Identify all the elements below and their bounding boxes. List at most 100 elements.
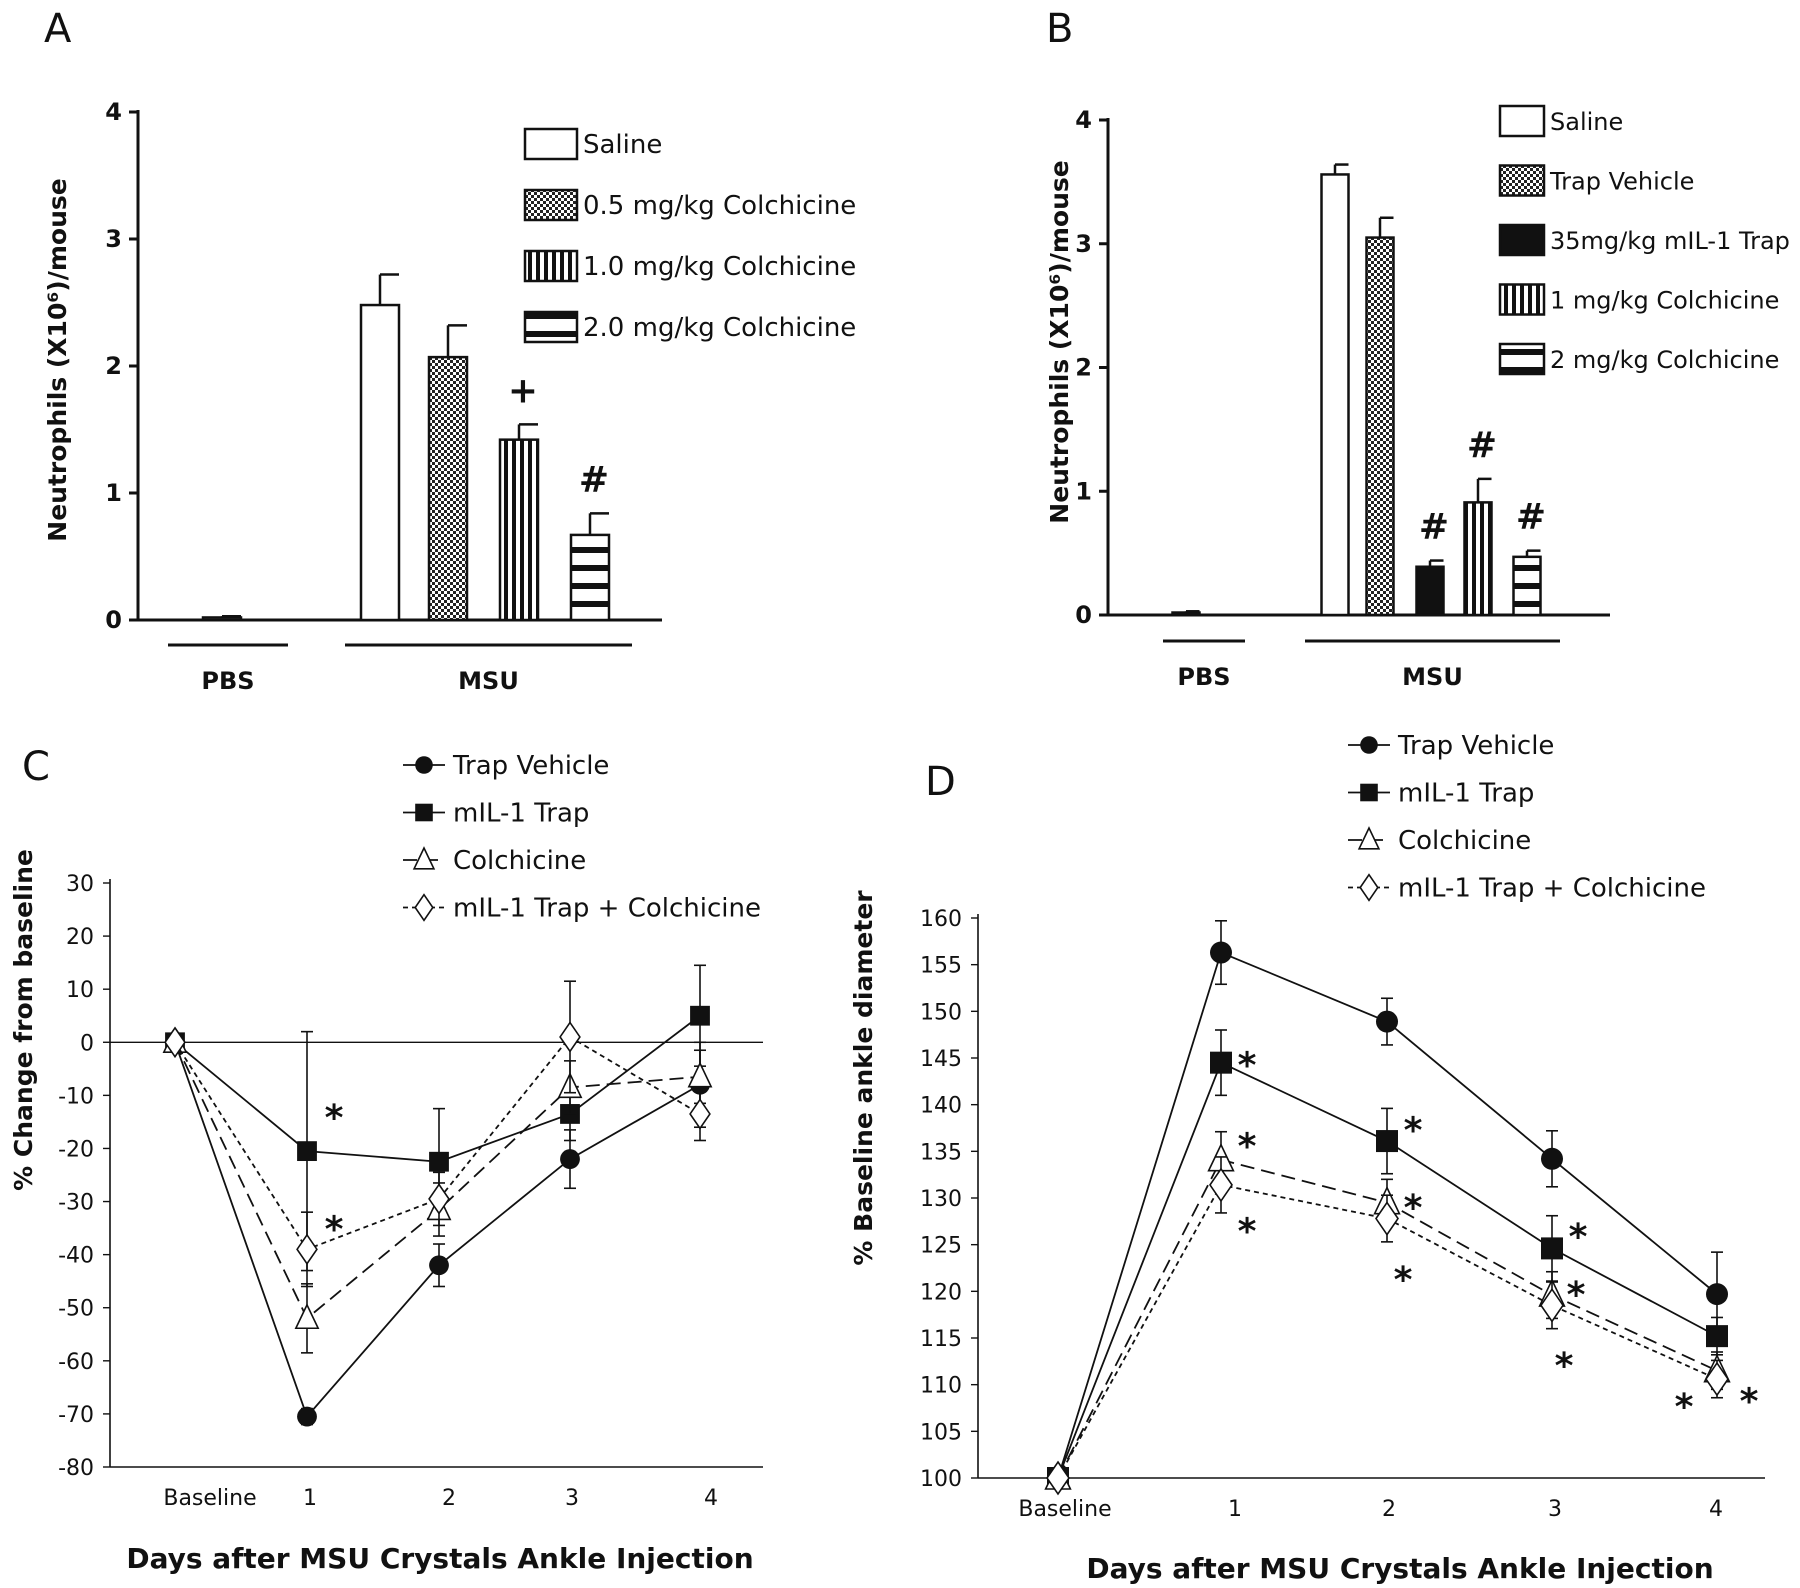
significance-mark: * (1567, 1275, 1586, 1316)
panel-d-line-chart: 100 105 110 115 120 125 130 135 140 145 150 155 160 B… (849, 731, 1765, 1585)
legend-swatch (1498, 104, 1546, 138)
significance-mark: * (1555, 1346, 1574, 1387)
panel-b-y-axis-label: Neutrophils (X10⁶)/mouse (1045, 160, 1074, 523)
legend-label: 35mg/kg mIL-1 Trap (1550, 227, 1790, 255)
series-line (174, 1035, 701, 1251)
panel-d-axes: 100 105 110 115 120 125 130 135 140 145 150 155 160 B… (920, 907, 1765, 1522)
legend-label: Saline (583, 130, 662, 160)
x-tick-label: 2 (442, 1486, 456, 1511)
y-tick-label: -60 (58, 1350, 94, 1375)
legend-swatch (523, 249, 579, 283)
data-point (297, 1406, 317, 1427)
x-tick-label: 1 (303, 1486, 317, 1511)
data-point (1360, 736, 1378, 754)
panel-d-legend: Trap Vehicle mIL-1 Trap Colchicine mIL-1 Tr… (1348, 731, 1706, 904)
legend-label: mIL-1 Trap + Colchicine (1398, 874, 1706, 904)
y-tick-label: 0 (105, 606, 122, 634)
y-tick-label: 140 (920, 1094, 962, 1119)
legend-label: 0.5 mg/kg Colchicine (583, 191, 856, 221)
data-point (1705, 1361, 1729, 1397)
legend-label: 2 mg/kg Colchicine (1550, 346, 1779, 374)
group-label: PBS (201, 667, 254, 695)
data-point (1706, 1325, 1728, 1348)
data-point (689, 1098, 711, 1130)
group-label: PBS (1177, 663, 1230, 691)
significance-mark: * (325, 1209, 344, 1250)
significance-mark: * (1238, 1045, 1257, 1086)
data-point (164, 1026, 186, 1059)
legend-label: Trap Vehicle (1549, 168, 1694, 196)
bar (569, 533, 611, 622)
data-point (297, 1141, 317, 1162)
data-point (1376, 1010, 1398, 1033)
significance-mark: # (1419, 507, 1449, 548)
y-tick-label: 0 (80, 1031, 94, 1056)
data-point (560, 1149, 580, 1169)
legend-label: Colchicine (453, 846, 586, 876)
significance-mark: * (325, 1098, 344, 1139)
x-tick-label: 3 (565, 1486, 579, 1511)
y-tick-label: 155 (920, 954, 962, 979)
legend-label: 1.0 mg/kg Colchicine (583, 252, 856, 282)
y-tick-label: 0 (1075, 601, 1092, 629)
data-point (415, 756, 433, 774)
y-tick-label: 2 (1075, 354, 1092, 382)
data-point (414, 893, 434, 922)
data-point (1209, 1167, 1233, 1203)
bar (1415, 565, 1445, 617)
y-tick-label: -10 (58, 1084, 94, 1109)
bar (1463, 501, 1493, 617)
data-point (1357, 826, 1381, 850)
group-label: MSU (1402, 663, 1463, 691)
data-point (687, 1061, 713, 1088)
series-square (1047, 1029, 1728, 1489)
bar (359, 303, 401, 622)
y-tick-label: 3 (105, 225, 122, 253)
significance-mark: * (1675, 1387, 1694, 1428)
panel-a-bars: +# (201, 273, 611, 622)
significance-mark: * (1740, 1381, 1759, 1422)
panel-b-letter: B (1046, 6, 1073, 52)
y-tick-label: 2 (105, 352, 122, 380)
data-point (1046, 1460, 1070, 1496)
data-point (1541, 1147, 1563, 1170)
y-tick-label: -80 (58, 1456, 94, 1481)
legend-swatch (523, 310, 579, 344)
significance-mark: * (1394, 1260, 1413, 1301)
series-circle (165, 1032, 710, 1427)
y-tick-label: 100 (920, 1467, 962, 1492)
data-point (559, 1021, 581, 1053)
y-tick-label: 4 (105, 98, 122, 126)
panel-b-legend: Saline Trap Vehicle 35mg/kg mIL-1 Trap 1 mg… (1498, 104, 1790, 376)
significance-mark: + (508, 370, 538, 411)
panel-d-lines: * * * * * * * * * * * (1044, 919, 1759, 1496)
y-tick-label: -50 (58, 1297, 94, 1322)
series-line (174, 1041, 701, 1320)
data-point (1541, 1237, 1563, 1260)
y-tick-label: 120 (920, 1280, 962, 1305)
y-tick-label: 1 (105, 479, 122, 507)
y-tick-label: 160 (920, 907, 962, 932)
panel-c-letter: C (22, 744, 50, 790)
x-tick-label: Baseline (163, 1486, 256, 1511)
y-tick-label: -30 (58, 1191, 94, 1216)
y-tick-label: 130 (920, 1187, 962, 1212)
panel-b-bars: # # # (1171, 163, 1546, 617)
bar (1365, 236, 1395, 617)
y-tick-label: -40 (58, 1244, 94, 1269)
panel-c-axes: 30 20 10 0 -10 -20 -30 -40 -50 -60 -70 -80 Baseline 1… (58, 872, 763, 1511)
legend-label: Saline (1550, 108, 1623, 136)
series-line (174, 1041, 701, 1419)
data-point (429, 1151, 449, 1172)
legend-swatch (1498, 283, 1546, 316)
legend-label: mIL-1 Trap + Colchicine (453, 894, 761, 924)
bar (498, 438, 540, 622)
panel-a-letter: A (44, 6, 72, 52)
panel-d-x-axis-label: Days after MSU Crystals Ankle Injection (1086, 1552, 1713, 1585)
panel-c-y-axis-label: % Change from baseline (9, 849, 38, 1191)
significance-mark: * (1404, 1188, 1423, 1229)
y-tick-label: 105 (920, 1420, 962, 1445)
legend-label: Trap Vehicle (452, 751, 609, 781)
significance-mark: * (1569, 1217, 1588, 1258)
y-tick-label: 115 (920, 1327, 962, 1352)
